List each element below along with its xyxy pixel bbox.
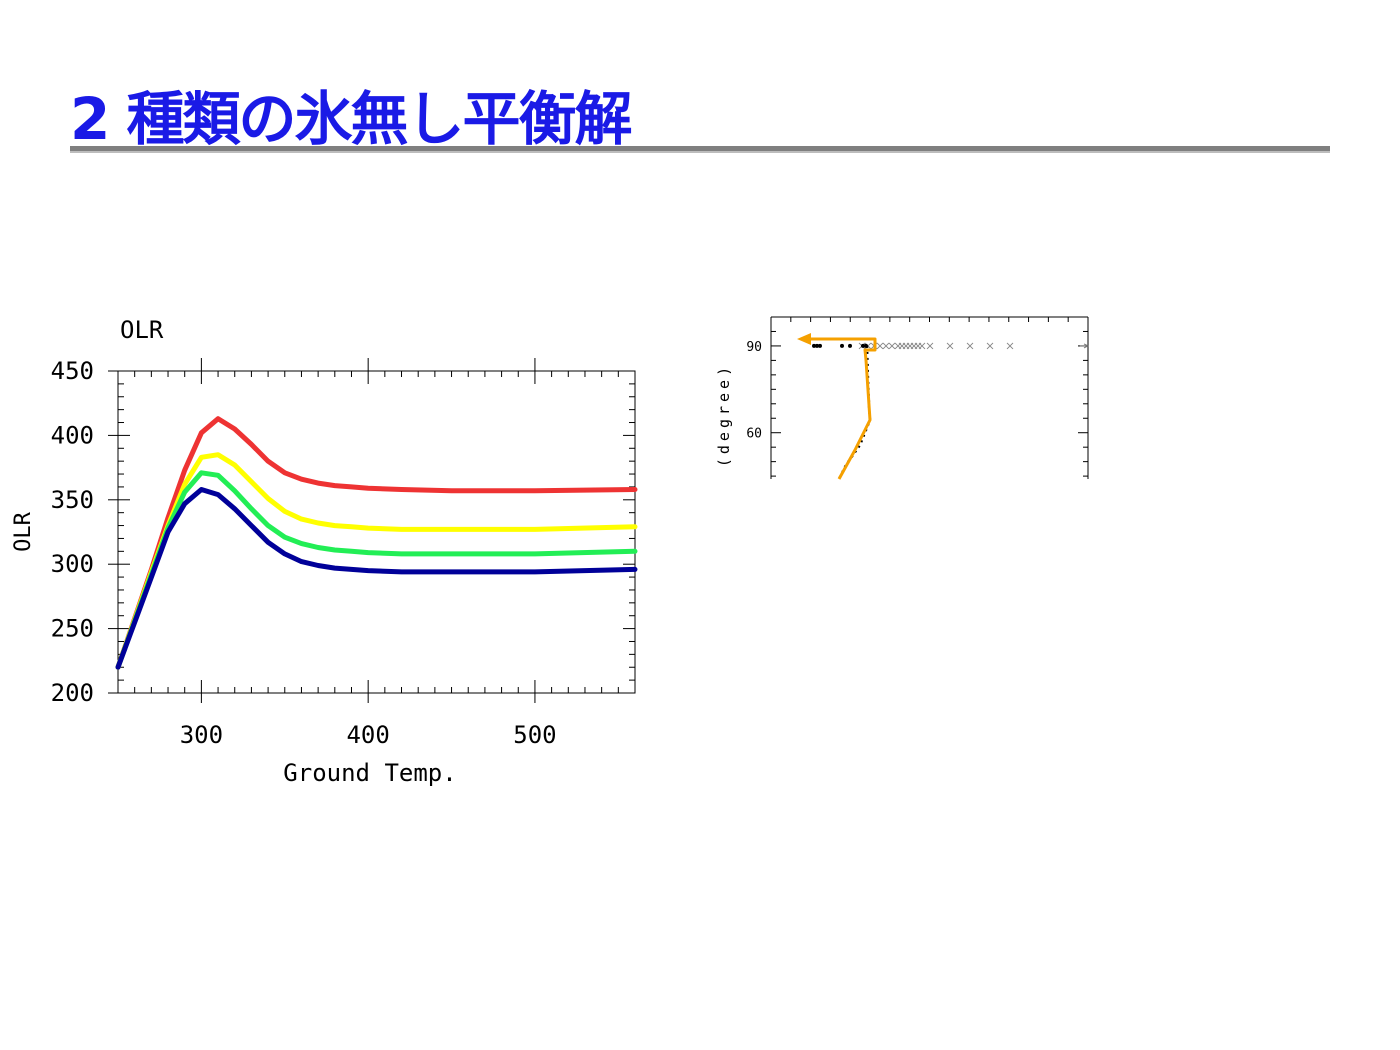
latitude-chart: 60 90 (degree) — [715, 316, 1090, 480]
dot-marker — [848, 343, 852, 348]
x-axis-label: Ground Temp. — [283, 759, 456, 787]
x-marker — [986, 342, 994, 350]
edge-arrow — [1080, 343, 1090, 349]
title-divider — [70, 146, 1330, 151]
x-marker — [882, 342, 890, 350]
axis-ticks — [770, 316, 1089, 477]
series-lines — [115, 416, 638, 670]
title-divider-shadow — [70, 151, 1330, 153]
olr-chart: 300 400 500 200 250 300 350 400 450 OLR Ground … — [11, 316, 638, 787]
y-tick-label: 250 — [51, 615, 94, 643]
y-tick-labels: 60 90 — [746, 340, 762, 442]
x-marker — [876, 342, 884, 350]
orange-arrowhead — [797, 333, 811, 345]
x-tick-label: 500 — [513, 721, 556, 749]
x-tick-label: 400 — [346, 721, 389, 749]
x-marker — [918, 342, 926, 350]
dot-marker — [840, 343, 844, 348]
slide-title: 2 種類の氷無し平衡解 — [70, 85, 633, 153]
dot-marker — [812, 343, 816, 348]
x-tick-labels: 300 400 500 — [180, 721, 557, 749]
series-line-0 — [115, 416, 638, 670]
y-tick-label: 400 — [51, 421, 94, 449]
x-tick-label: 300 — [180, 721, 223, 749]
chart-title: OLR — [120, 316, 164, 344]
y-tick-labels: 200 250 300 350 400 450 — [51, 357, 94, 707]
y-tick-label: 450 — [51, 357, 94, 385]
plot-frame — [117, 370, 636, 694]
y-tick-label: 90 — [746, 340, 762, 355]
y-tick-label: 60 — [746, 427, 762, 442]
dot-marker — [818, 343, 822, 348]
y-minor-ticks — [108, 370, 635, 694]
y-tick-label: 200 — [51, 679, 94, 707]
series-line-2 — [115, 470, 638, 670]
x-marker — [966, 342, 974, 350]
series-line-3 — [115, 487, 638, 670]
y-axis-label: OLR — [11, 511, 36, 551]
x-minor-ticks — [117, 358, 636, 703]
x-marker — [888, 342, 896, 350]
y-tick-label: 350 — [51, 486, 94, 514]
dot-marker — [861, 343, 865, 348]
x-marker — [926, 342, 934, 350]
orange-path — [810, 337, 877, 480]
data-marks — [797, 333, 1090, 480]
y-tick-label: 300 — [51, 550, 94, 578]
dot-marker — [815, 343, 819, 348]
y-axis-label: (degree) — [715, 363, 733, 467]
x-marker — [946, 342, 954, 350]
x-marker — [1006, 342, 1014, 350]
